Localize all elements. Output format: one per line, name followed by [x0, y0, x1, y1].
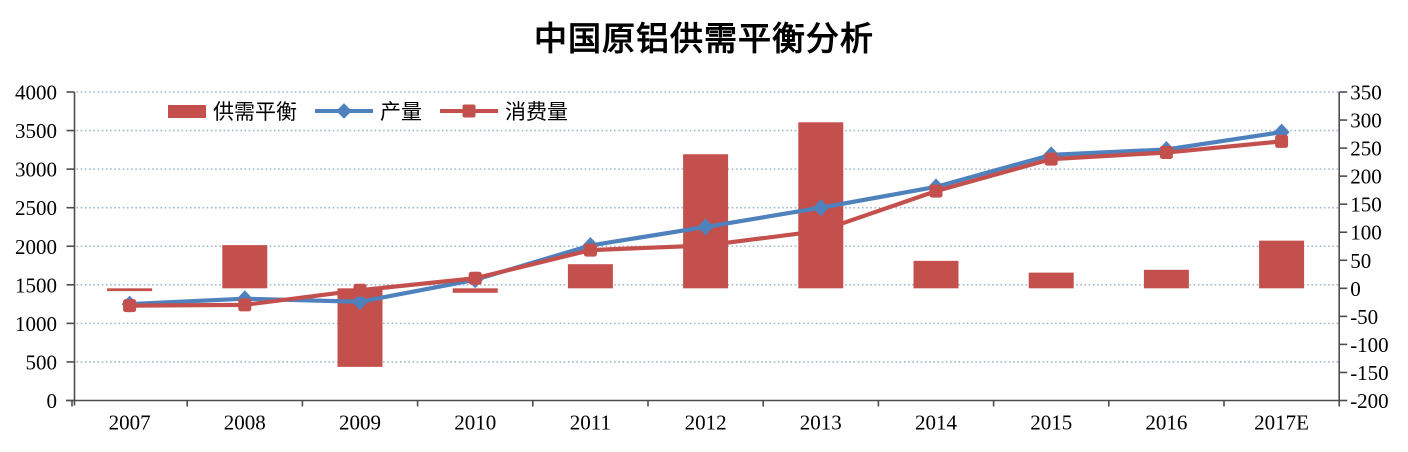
x-category-label: 2017E: [1254, 411, 1309, 435]
production-point-2012: [697, 218, 714, 236]
bar-2016: [1143, 269, 1189, 289]
y-right-tick-label: 100: [1350, 221, 1382, 245]
chart-legend: 供需平衡 产量 消费量: [168, 95, 568, 127]
y-left-tick-label: 1000: [15, 312, 57, 336]
x-category-label: 2009: [339, 411, 381, 435]
x-category-label: 2011: [570, 411, 611, 435]
consumption-point-2012: [699, 238, 713, 252]
consumption-point-2010: [468, 271, 482, 285]
y-right-tick-label: 250: [1350, 137, 1382, 161]
y-right-tick-label: -150: [1350, 361, 1389, 385]
consumption-point-2016: [1159, 146, 1173, 160]
consumption-point-2017E: [1275, 134, 1289, 148]
x-category-label: 2007: [109, 411, 151, 435]
y-left-tick-label: 4000: [15, 81, 57, 105]
bar-2007: [107, 288, 153, 292]
bar-2017E: [1259, 240, 1305, 289]
y-left-tick-label: 3500: [15, 119, 57, 143]
legend-bar-swatch: [168, 104, 206, 118]
production-point-2009: [352, 293, 368, 311]
production-point-2013: [812, 199, 829, 217]
consumption-point-2015: [1044, 152, 1058, 166]
y-left-tick-label: 0: [47, 389, 58, 413]
y-right-tick-label: 150: [1350, 193, 1382, 217]
consumption-point-2014: [929, 184, 943, 198]
bar-2010: [452, 288, 498, 293]
bar-2015: [1028, 272, 1074, 289]
y-right-tick-label: -200: [1350, 389, 1389, 413]
legend-production-line-swatch: [315, 101, 373, 121]
x-category-label: 2013: [800, 411, 842, 435]
legend-label-balance: 供需平衡: [213, 100, 297, 124]
y-right-tick-label: 200: [1350, 165, 1382, 189]
x-category-label: 2015: [1030, 411, 1072, 435]
x-category-label: 2008: [224, 411, 266, 435]
y-right-tick-label: 300: [1350, 109, 1382, 133]
y-left-tick-label: 1500: [15, 273, 57, 297]
consumption-point-2008: [238, 298, 252, 312]
x-category-label: 2014: [915, 411, 958, 435]
x-category-label: 2010: [454, 411, 496, 435]
bar-2008: [222, 245, 268, 289]
diamond-marker-icon: [336, 103, 352, 119]
x-category-label: 2012: [685, 411, 727, 435]
chart-title: 中国原铝供需平衡分析: [534, 19, 874, 58]
y-left-tick-label: 500: [26, 350, 58, 374]
x-category-label: 2016: [1145, 411, 1187, 435]
consumption-point-2013: [814, 224, 828, 238]
y-right-tick-label: 0: [1350, 277, 1361, 301]
y-right-tick-label: 350: [1350, 81, 1382, 105]
y-left-tick-label: 3000: [15, 158, 57, 182]
consumption-point-2011: [583, 243, 597, 257]
consumption-point-2007: [123, 299, 137, 313]
y-right-tick-label: 50: [1350, 249, 1371, 273]
legend-consumption-line-swatch: [440, 101, 498, 121]
bar-2014: [913, 260, 959, 289]
consumption-point-2009: [353, 283, 367, 297]
y-right-tick-label: -100: [1350, 333, 1389, 357]
legend-label-production: 产量: [380, 100, 422, 124]
bar-2011: [567, 264, 613, 289]
y-left-tick-label: 2500: [15, 196, 57, 220]
y-right-tick-label: -50: [1350, 305, 1378, 329]
square-marker-icon: [462, 104, 476, 118]
y-left-tick-label: 2000: [15, 235, 57, 259]
legend-label-consumption: 消费量: [505, 100, 568, 124]
